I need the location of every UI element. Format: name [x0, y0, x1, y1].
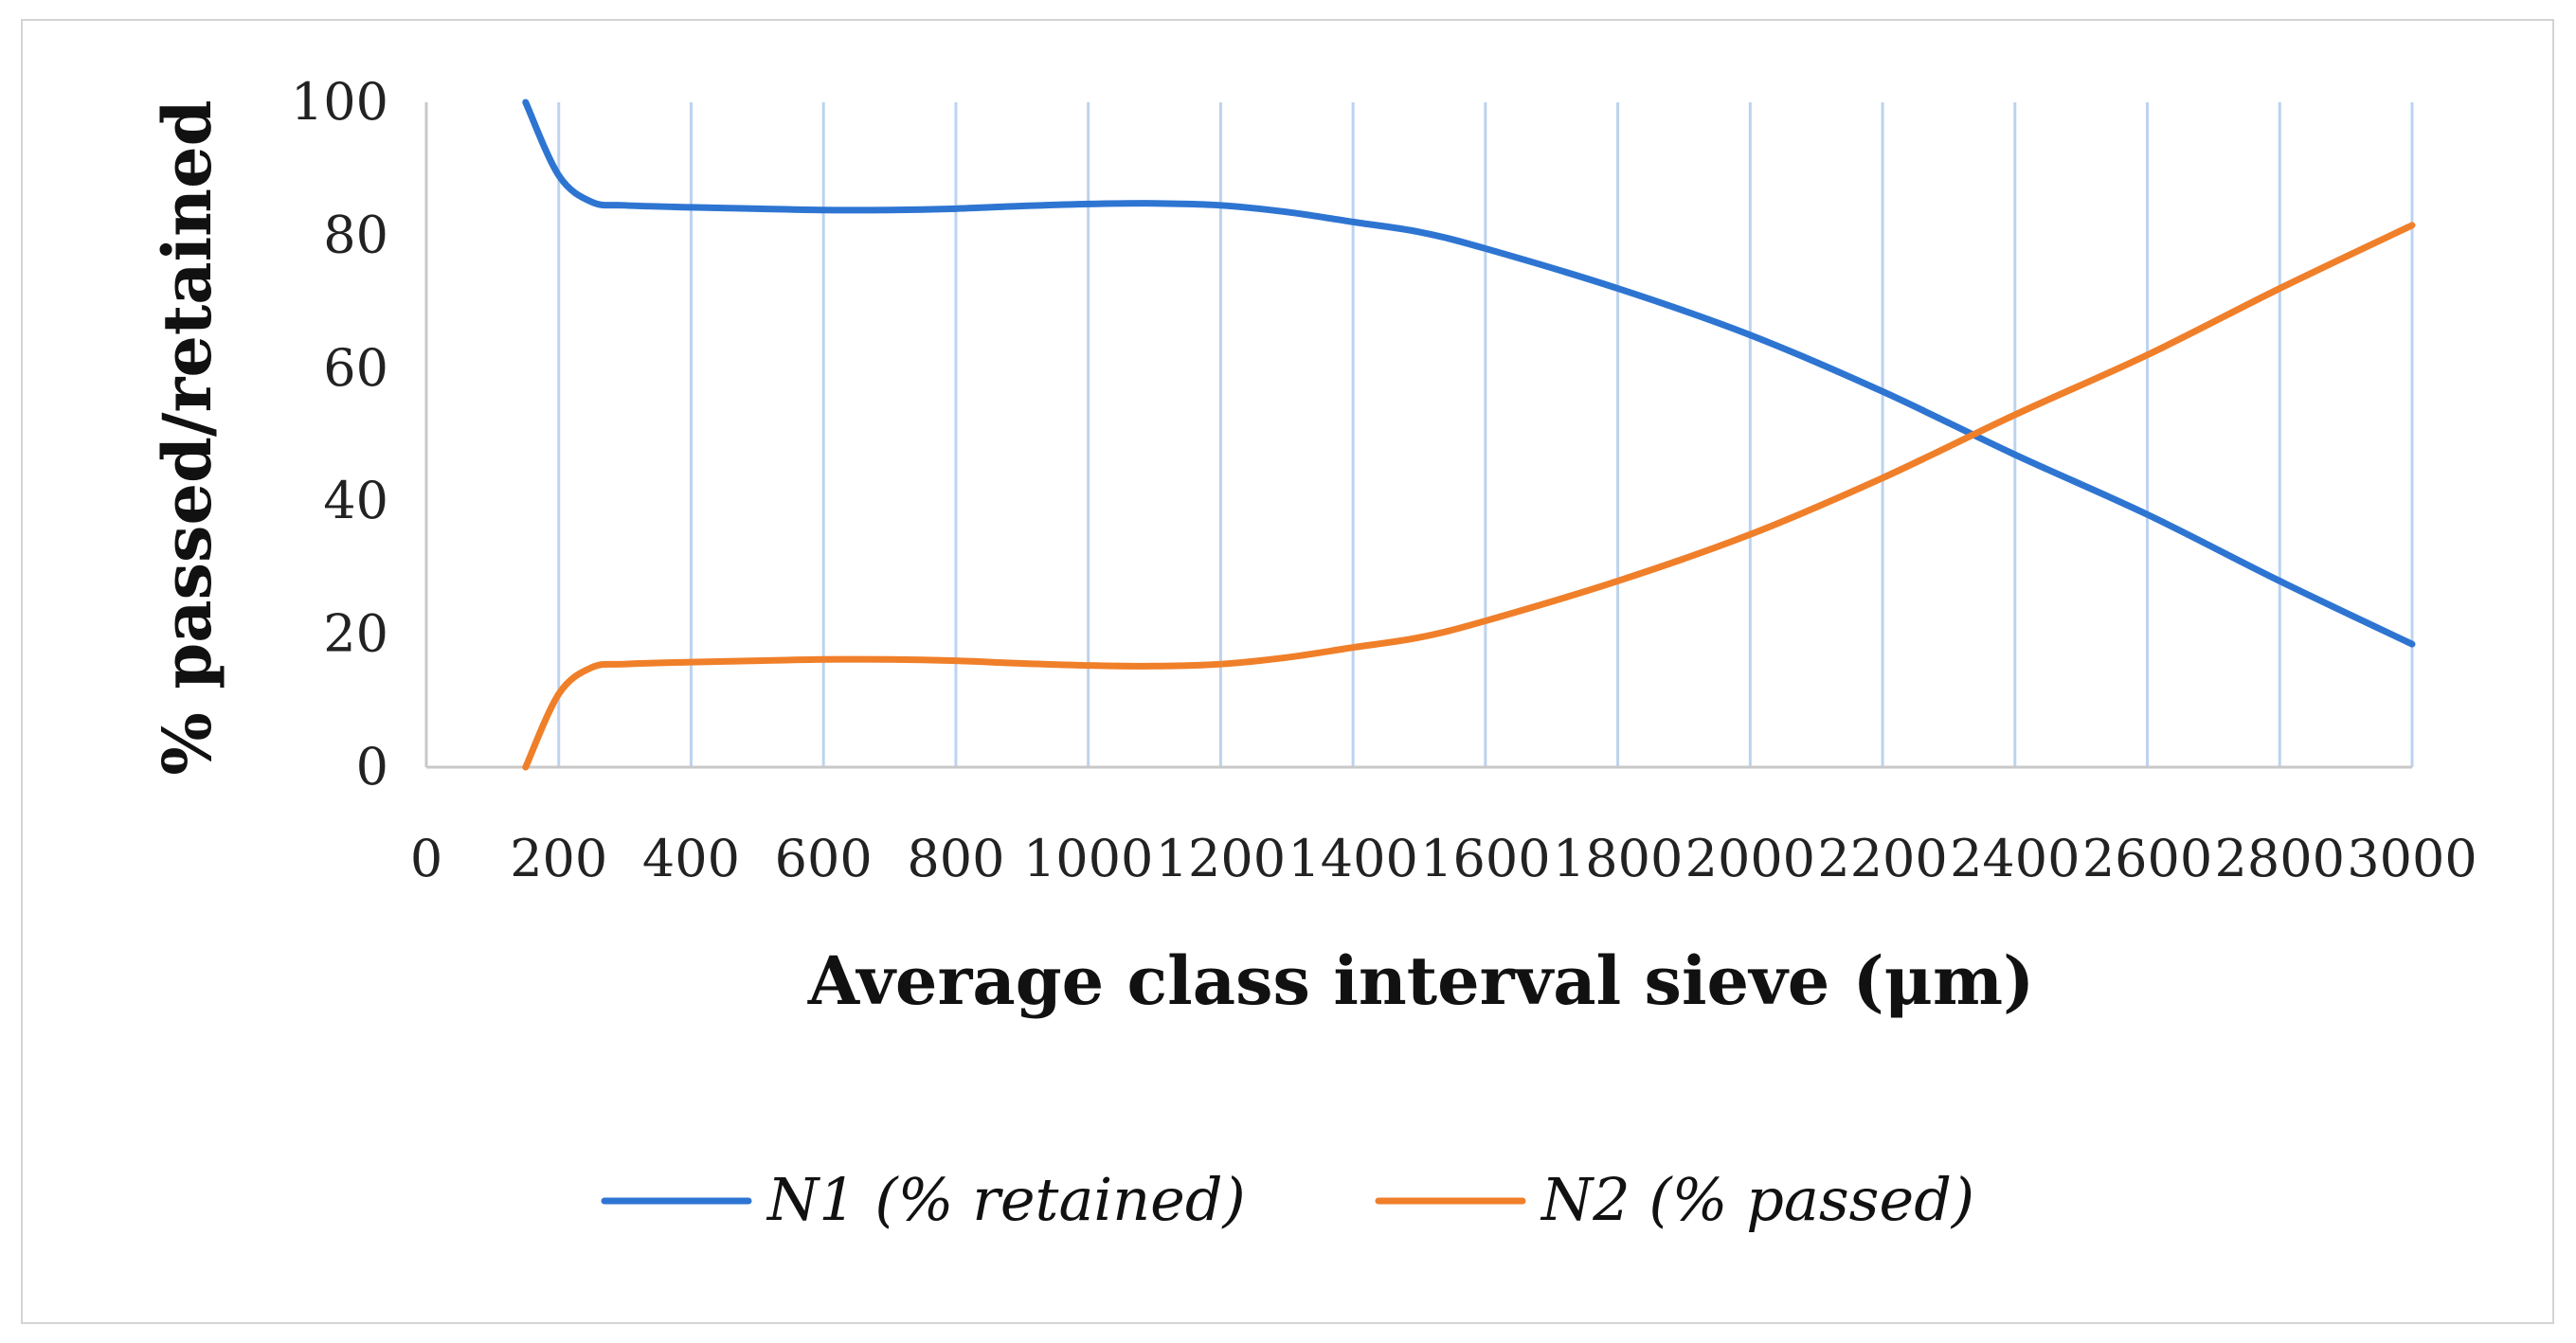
x-tick-800: 800 — [907, 829, 1004, 888]
x-tick-2200: 2200 — [1817, 829, 1947, 888]
x-tick-0: 0 — [410, 829, 442, 888]
series-line-n2 — [522, 222, 2416, 771]
x-tick-1400: 1400 — [1288, 829, 1417, 888]
series-line-n1 — [522, 98, 2416, 648]
x-tick-3000: 3000 — [2347, 829, 2477, 888]
x-axis-title: Average class interval sieve (μm) — [807, 941, 2034, 1020]
vertical-gridlines — [557, 102, 2414, 767]
x-tick-600: 600 — [775, 829, 873, 888]
x-tick-2600: 2600 — [2082, 829, 2212, 888]
legend: N1 (% retained) N2 (% passed) — [601, 1165, 1974, 1234]
x-tick-1200: 1200 — [1156, 829, 1286, 888]
x-tick-400: 400 — [642, 829, 740, 888]
legend-label-n2: N2 (% passed) — [1540, 1165, 1974, 1234]
y-axis-title: % passed/retained — [148, 99, 226, 775]
x-tick-2800: 2800 — [2215, 829, 2345, 888]
x-tick-1800: 1800 — [1553, 829, 1683, 888]
x-tick-1000: 1000 — [1023, 829, 1153, 888]
x-tick-2400: 2400 — [1950, 829, 2080, 888]
legend-label-n1: N1 (% retained) — [766, 1165, 1246, 1234]
chart-frame — [21, 19, 2554, 1324]
x-tick-labels: 0 200 400 600 800 1000 1200 1400 1600 1800 2000 220… — [410, 829, 2477, 888]
y-tick-80: 80 — [323, 205, 388, 264]
y-tick-40: 40 — [323, 471, 388, 530]
y-tick-20: 20 — [323, 604, 388, 664]
x-tick-200: 200 — [510, 829, 607, 888]
x-tick-1600: 1600 — [1420, 829, 1550, 888]
y-tick-100: 100 — [291, 72, 388, 132]
y-tick-0: 0 — [356, 737, 388, 797]
y-tick-60: 60 — [323, 338, 388, 398]
axes — [424, 102, 2412, 769]
series-lines — [522, 98, 2416, 771]
y-tick-labels: 0 20 40 60 80 100 — [291, 72, 388, 797]
x-tick-2000: 2000 — [1685, 829, 1815, 888]
